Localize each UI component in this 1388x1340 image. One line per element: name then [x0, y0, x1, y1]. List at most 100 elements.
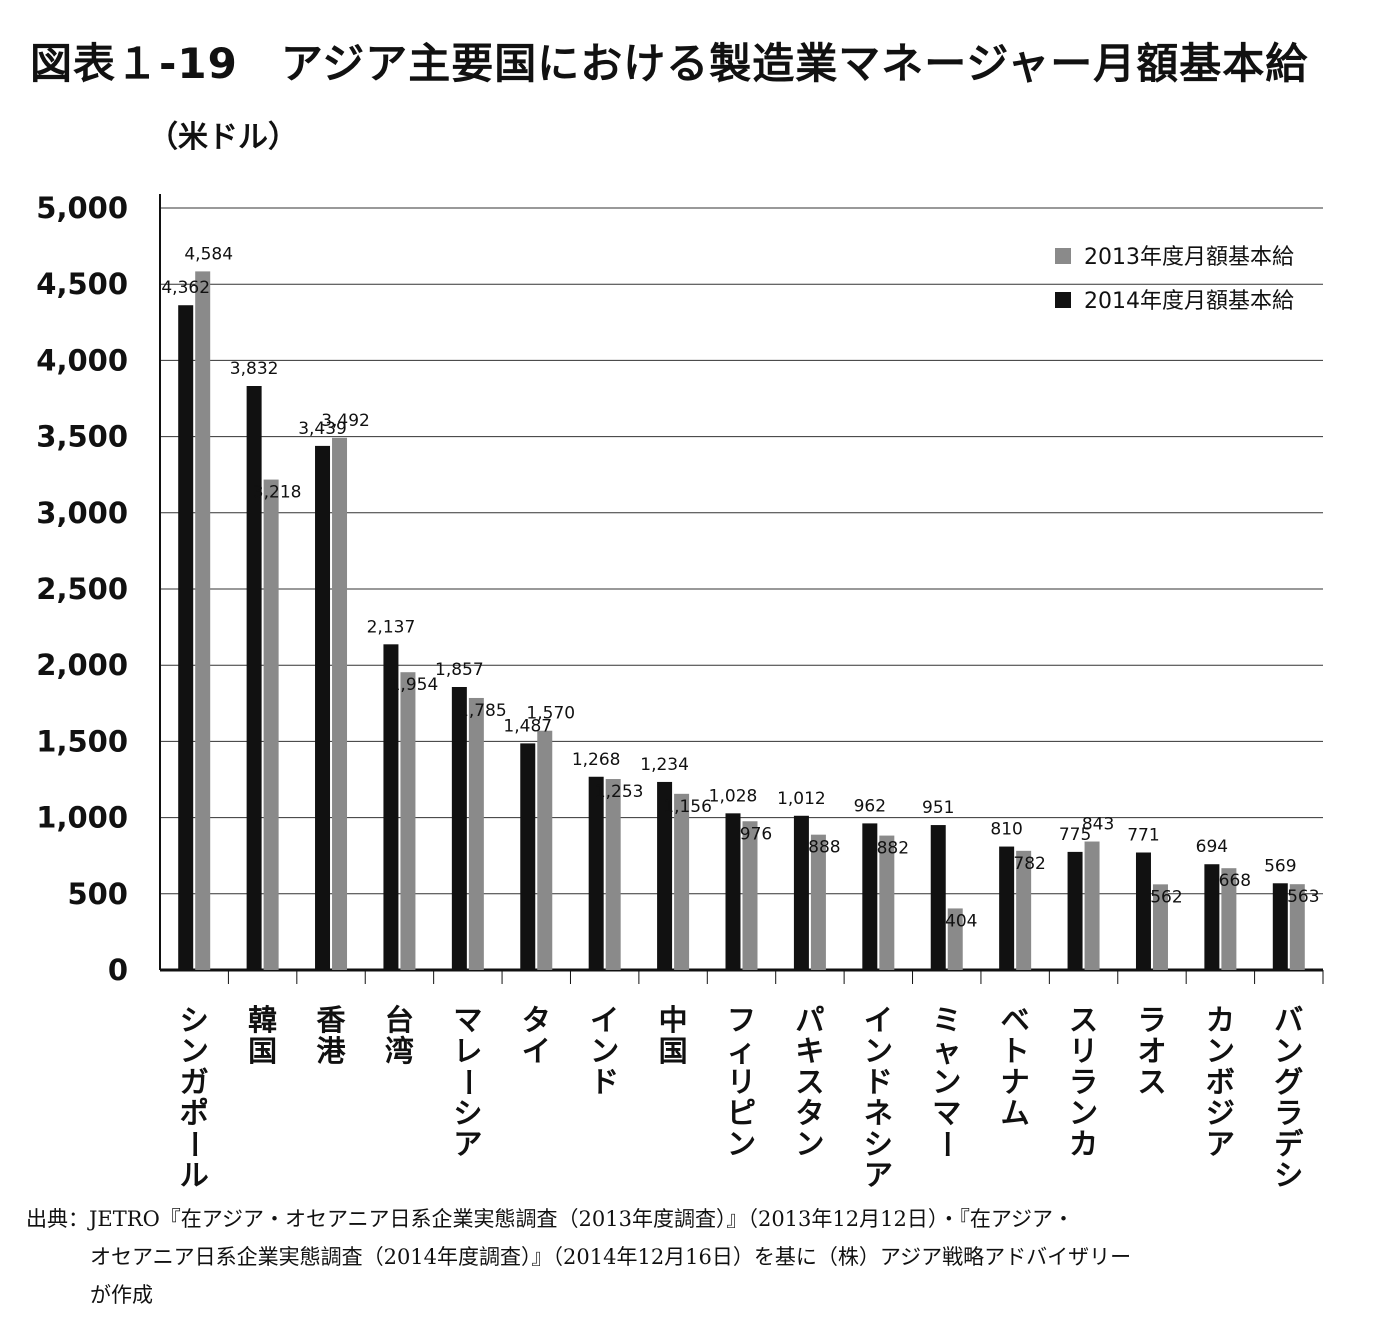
y-tick-label: 3,500 — [36, 420, 128, 454]
category-label: ド — [864, 1065, 893, 1099]
legend-swatch — [1055, 292, 1071, 308]
y-tick-label: 500 — [67, 877, 128, 911]
bar-2013 — [195, 271, 211, 970]
category-label: 韓 — [248, 1003, 277, 1037]
category-label: ト — [1001, 1034, 1030, 1068]
bar-2013 — [1221, 868, 1237, 970]
category-label: ン — [932, 1065, 961, 1099]
bar-2013 — [537, 730, 553, 970]
bar-2014 — [520, 743, 536, 970]
data-label-2013: 3,218 — [253, 483, 302, 503]
category-label: マ — [932, 1096, 961, 1130]
category-label: ド — [590, 1065, 619, 1099]
category-label: ナ — [1001, 1065, 1030, 1099]
data-label-2014: 962 — [854, 796, 886, 816]
data-label-2013: 1,954 — [390, 675, 439, 695]
category-label: イ — [864, 1003, 893, 1037]
source-line-2: オセアニア日系企業実態調査（2014年度調査）』（2014年12月16日）を基に… — [90, 1245, 1132, 1269]
data-label-2013: 668 — [1219, 871, 1251, 891]
chart-title: 図表１-19 アジア主要国における製造業マネージャー月額基本給 — [30, 39, 1309, 88]
data-label-2014: 951 — [922, 798, 954, 818]
data-label-2014: 4,362 — [161, 278, 210, 298]
category-label: ネ — [864, 1096, 893, 1130]
bar-2014 — [383, 644, 399, 970]
y-axis-unit: （米ドル） — [148, 120, 298, 155]
bar-2014 — [1135, 852, 1151, 970]
category-label: シ — [180, 1003, 209, 1037]
data-label-2013: 1,785 — [458, 701, 507, 721]
y-tick-label: 2,500 — [36, 572, 128, 606]
category-label: オ — [1137, 1034, 1166, 1068]
bar-2013 — [1152, 884, 1168, 970]
legend-label: 2013年度月額基本給 — [1084, 245, 1294, 270]
bar-2014 — [930, 825, 946, 970]
bar-2014 — [178, 305, 194, 970]
category-label: シ — [453, 1096, 482, 1130]
category-label: ラ — [1069, 1065, 1098, 1099]
data-label-2013: 888 — [808, 838, 840, 858]
data-label-2013: 563 — [1287, 887, 1319, 907]
source-note: 出典：JETRO『在アジア・オセアニア日系企業実態調査（2013年度調査）』（2… — [26, 1200, 1356, 1314]
category-label: デ — [1274, 1127, 1304, 1161]
category-label: シ — [864, 1127, 893, 1161]
category-label: グ — [1274, 1065, 1303, 1099]
bar-2013 — [332, 437, 348, 970]
data-label-2014: 2,137 — [367, 617, 416, 637]
category-label: ン — [1069, 1096, 1098, 1130]
category-label: ラ — [1137, 1003, 1166, 1037]
category-label: ー — [451, 1067, 485, 1096]
category-label: タ — [795, 1096, 824, 1130]
category-label: ー — [930, 1129, 964, 1158]
category-label: ン — [180, 1034, 209, 1068]
bar-2014 — [246, 386, 262, 971]
bar-2014 — [588, 776, 604, 970]
category-label: ジ — [1206, 1096, 1235, 1130]
category-label: ー — [177, 1129, 211, 1158]
category-label: ン — [795, 1127, 824, 1161]
category-label: 湾 — [385, 1034, 414, 1068]
category-label: ュ — [1274, 1189, 1303, 1190]
category-label: ピ — [727, 1096, 756, 1130]
bar-2013 — [947, 908, 963, 970]
data-label-2014: 1,857 — [435, 660, 484, 680]
category-label: ャ — [932, 1034, 961, 1068]
category-label: 国 — [248, 1034, 277, 1068]
bar-2014 — [1272, 883, 1288, 970]
bar-2014 — [1204, 864, 1220, 970]
category-label: フ — [727, 1003, 756, 1037]
category-label: ポ — [180, 1096, 209, 1130]
data-label-2014: 3,439 — [298, 419, 347, 439]
data-label-2014: 1,028 — [709, 786, 758, 806]
category-label: ン — [727, 1127, 756, 1161]
data-label-2013: 1,253 — [595, 782, 644, 802]
bar-2013 — [468, 697, 484, 970]
category-label: ス — [795, 1065, 824, 1099]
data-label-2014: 775 — [1059, 825, 1091, 845]
data-label-2013: 562 — [1150, 887, 1182, 907]
category-label: ィ — [727, 1034, 756, 1068]
bar-2013 — [674, 793, 690, 970]
source-line-3: が作成 — [90, 1283, 153, 1307]
source-line-1: 出典：JETRO『在アジア・オセアニア日系企業実態調査（2013年度調査）』（2… — [26, 1207, 1075, 1231]
category-label: キ — [795, 1034, 824, 1068]
data-label-2013: 882 — [877, 839, 909, 859]
category-label: レ — [453, 1034, 482, 1068]
data-label-2013: 782 — [1013, 854, 1045, 874]
data-label-2013: 1,570 — [526, 704, 575, 724]
category-label: マ — [453, 1003, 482, 1037]
data-label-2014: 1,487 — [503, 716, 552, 736]
bar-2013 — [400, 672, 416, 970]
category-label: カ — [1069, 1127, 1098, 1161]
y-tick-label: 4,500 — [36, 267, 128, 301]
category-label: 中 — [659, 1003, 688, 1037]
category-label: イ — [590, 1003, 619, 1037]
category-label: 港 — [317, 1034, 347, 1068]
data-label-2014: 3,832 — [230, 359, 279, 379]
category-label: 香 — [317, 1003, 347, 1037]
category-label: ア — [1206, 1127, 1235, 1161]
legend-swatch — [1055, 248, 1071, 264]
y-tick-label: 4,000 — [36, 343, 128, 377]
category-label: ム — [1001, 1096, 1030, 1130]
category-label: カ — [1206, 1003, 1235, 1037]
bar-2013 — [1016, 850, 1032, 970]
